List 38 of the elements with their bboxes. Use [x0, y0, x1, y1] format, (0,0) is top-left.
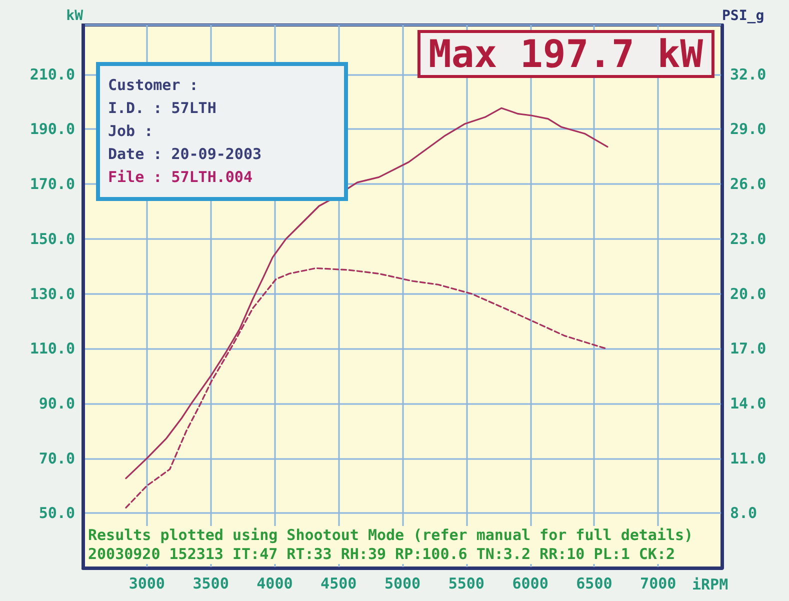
y-tick-label: 130.0 — [30, 284, 75, 303]
y-tick-label: 110.0 — [30, 340, 75, 358]
y2-tick-label: 20.0 — [730, 284, 766, 303]
annotation: Customer : — [108, 75, 200, 96]
y-tick-label: 90.0 — [38, 394, 75, 412]
chart-title: Max 197.7 kW — [428, 32, 704, 76]
y-tick-label: 170.0 — [30, 175, 75, 194]
y2-tick-label: 23.0 — [730, 230, 766, 248]
annotation: I.D. : 57LTH — [108, 98, 218, 119]
y2-tick-label: 32.0 — [730, 65, 766, 84]
y-tick-label: 50.0 — [38, 504, 75, 522]
annotation: 20030920 152313 IT:47 RT:33 RH:39 RP:100.6 TN:3.2 RR:10 PL:1 CK:2 — [88, 545, 675, 564]
annotation: File : 57LTH.004 — [108, 167, 254, 188]
annotation: Date : 20-09-2003 — [108, 144, 263, 165]
x-axis-title: iRPM — [692, 576, 728, 594]
x-tick-label: 5000 — [384, 574, 421, 592]
y2-tick-label: 17.0 — [730, 340, 766, 358]
y2-tick-label: 29.0 — [730, 120, 766, 138]
y-tick-label: 190.0 — [30, 120, 75, 138]
y2-tick-label: 11.0 — [730, 449, 766, 468]
y-tick-label: 70.0 — [38, 449, 75, 468]
x-tick-label: 6000 — [512, 574, 548, 592]
annotation: Job : — [108, 121, 154, 142]
y2-tick-label: 26.0 — [730, 175, 766, 194]
x-tick-label: 5500 — [448, 574, 484, 592]
x-tick-label: 7000 — [640, 574, 676, 592]
x-tick-label: 6500 — [576, 574, 612, 592]
y-tick-label: 150.0 — [30, 230, 75, 248]
y-axis-title: kW — [66, 8, 84, 24]
annotation: Results plotted using Shootout Mode (refer manual for full details) — [88, 526, 694, 545]
y-tick-label: 210.0 — [30, 65, 75, 84]
x-tick-label: 4000 — [256, 574, 293, 592]
y2-tick-label: 8.0 — [730, 504, 758, 522]
x-tick-label: 3000 — [128, 574, 165, 592]
x-tick-label: 4500 — [320, 574, 357, 592]
y2-axis-title: PSI_g — [722, 8, 764, 24]
y2-tick-label: 14.0 — [730, 394, 766, 412]
x-tick-label: 3500 — [192, 574, 229, 592]
